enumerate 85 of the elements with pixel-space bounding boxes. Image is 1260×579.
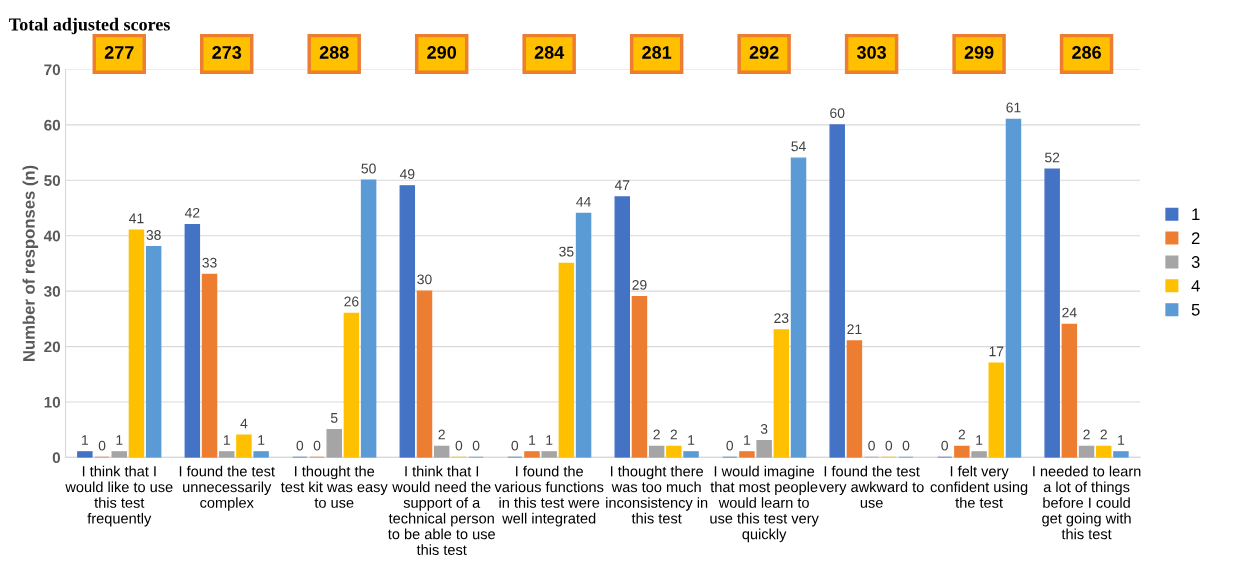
chart-title: Total adjusted scores [9, 17, 170, 35]
y-tick-label: 20 [44, 341, 61, 353]
data-label: 0 [941, 440, 949, 451]
text: 292 [749, 46, 779, 59]
data-label: 1 [116, 435, 123, 445]
text: 277 [104, 46, 134, 59]
data-label: 2 [1100, 429, 1107, 440]
data-label: 29 [632, 279, 647, 290]
data-label: 30 [417, 274, 432, 285]
y-tick-label: 70 [44, 64, 61, 76]
data-label: 52 [1045, 152, 1060, 163]
data-label: 49 [399, 169, 415, 179]
x-tick-label: I would imagine that most people would learn to use this test very quickly [710, 465, 819, 543]
data-label: 1 [546, 435, 553, 445]
data-label: 0 [98, 440, 106, 451]
data-label: 0 [472, 440, 480, 451]
data-label: 2 [438, 429, 445, 440]
legend-label: 3 [1191, 256, 1200, 268]
x-tick-label: I think that I would need the support of a technical person to be able to use this test [388, 465, 495, 555]
data-label: 0 [296, 440, 304, 451]
data-label: 0 [455, 440, 463, 451]
data-label: 44 [576, 196, 591, 207]
data-label: 2 [653, 429, 660, 440]
data-label: 0 [511, 440, 519, 451]
data-label: 1 [688, 435, 695, 445]
data-label: 0 [868, 440, 875, 451]
x-tick-label: I found the test unnecessarily complex [179, 465, 275, 511]
data-label: 21 [847, 324, 862, 334]
text: 284 [534, 46, 565, 59]
data-label: 60 [830, 108, 845, 118]
data-label: 35 [559, 246, 574, 257]
data-label: 41 [129, 213, 144, 224]
data-label: 0 [726, 440, 734, 451]
data-label: 1 [529, 435, 536, 445]
y-tick-label: 30 [44, 286, 61, 297]
data-label: 50 [361, 163, 376, 174]
legend-label: 2 [1191, 232, 1200, 244]
data-label: 54 [791, 141, 806, 152]
data-label: 0 [902, 440, 910, 451]
text: 299 [964, 46, 994, 59]
data-label: 2 [1083, 429, 1090, 440]
text: 281 [642, 46, 672, 59]
x-tick-label: I found the test very awkward to use [818, 465, 924, 508]
x-tick-label: I think that I would like to use this test frequently [65, 465, 173, 527]
y-axis-title: Number of responses (n) [22, 165, 39, 361]
data-label: 3 [760, 424, 768, 434]
legend-label: 1 [1192, 208, 1200, 221]
data-label: 0 [313, 440, 321, 451]
data-label: 1 [744, 435, 751, 445]
data-label: 5 [330, 413, 338, 423]
data-label: 23 [774, 313, 789, 324]
data-label: 4 [240, 418, 248, 429]
data-label: 61 [1006, 102, 1021, 113]
data-label: 2 [670, 429, 678, 440]
data-label: 24 [1062, 307, 1077, 318]
data-label: 1 [82, 435, 89, 445]
text: 286 [1072, 46, 1101, 59]
data-label: 1 [1118, 435, 1125, 445]
data-label: 1 [976, 435, 983, 445]
text: 273 [212, 46, 242, 59]
data-label: 42 [184, 207, 200, 218]
legend-label: 5 [1191, 304, 1200, 316]
x-tick-label: I thought there was too much inconsistency in this test [606, 465, 708, 524]
y-tick-label: 10 [44, 396, 61, 408]
x-tick-label: I thought the test kit was easy to use [280, 465, 388, 508]
text: 290 [427, 46, 457, 59]
y-tick-label: 60 [44, 119, 61, 131]
data-label: 47 [614, 180, 630, 190]
data-label: 1 [258, 435, 265, 445]
data-label: 17 [989, 346, 1004, 357]
data-label: 38 [146, 230, 161, 240]
text: 288 [319, 46, 349, 59]
data-label: 1 [223, 435, 230, 445]
x-tick-label: I needed to learn a lot of things before I could get going with this test [1033, 465, 1141, 540]
data-label: 33 [202, 257, 217, 268]
y-tick-label: 40 [43, 230, 61, 242]
x-tick-label: I felt very confident using the test [930, 465, 1028, 508]
data-label: 26 [344, 296, 359, 307]
y-tick-label: 50 [44, 175, 61, 186]
x-tick-label: I found the various functions in this test were well integrated [494, 465, 604, 527]
legend-label: 4 [1191, 280, 1200, 292]
y-tick-label: 0 [52, 452, 61, 464]
data-label: 2 [958, 429, 966, 440]
data-label: 0 [885, 440, 893, 451]
text: 303 [856, 46, 887, 59]
